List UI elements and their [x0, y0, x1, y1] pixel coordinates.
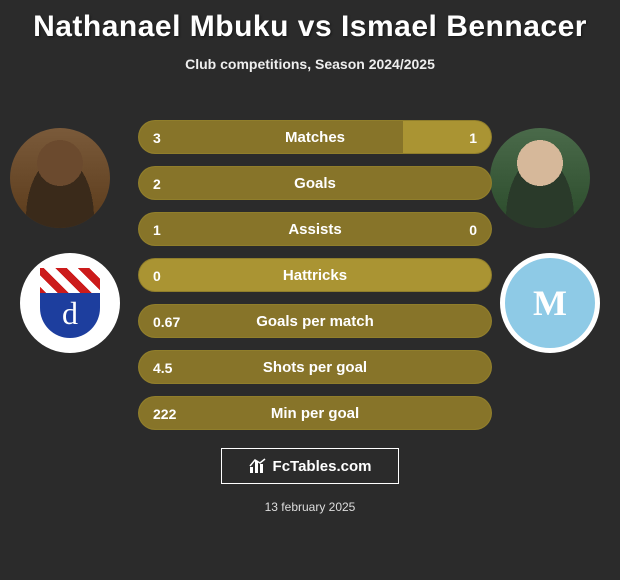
stat-row: 3 Matches 1	[138, 120, 492, 154]
stats-container: 3 Matches 1 2 Goals 1 Assists 0 0 Hattri…	[138, 120, 492, 442]
date-label: 13 february 2025	[0, 500, 620, 514]
avatar-silhouette-icon	[10, 128, 110, 228]
dinamo-shield-icon: d	[40, 268, 100, 338]
club-left-logo: d	[20, 253, 120, 353]
stat-label: Matches	[139, 121, 491, 155]
player-left-avatar	[10, 128, 110, 228]
brand-box[interactable]: FcTables.com	[221, 448, 399, 484]
page-title: Nathanael Mbuku vs Ismael Bennacer	[0, 0, 620, 44]
stat-label: Goals	[139, 167, 491, 201]
stat-label: Goals per match	[139, 305, 491, 339]
stat-row: 4.5 Shots per goal	[138, 350, 492, 384]
stat-right-value: 1	[469, 121, 477, 155]
stat-row: 1 Assists 0	[138, 212, 492, 246]
player-right-avatar	[490, 128, 590, 228]
stat-row: 222 Min per goal	[138, 396, 492, 430]
stat-right-value: 0	[469, 213, 477, 247]
stat-row: 2 Goals	[138, 166, 492, 200]
brand-label: FcTables.com	[273, 458, 372, 475]
stat-label: Hattricks	[139, 259, 491, 293]
brand-chart-icon	[249, 458, 267, 474]
stat-row: 0.67 Goals per match	[138, 304, 492, 338]
stat-label: Assists	[139, 213, 491, 247]
subtitle: Club competitions, Season 2024/2025	[0, 56, 620, 72]
club-right-logo: M	[500, 253, 600, 353]
stat-label: Shots per goal	[139, 351, 491, 385]
avatar-silhouette-icon	[490, 128, 590, 228]
om-logo-icon: M	[533, 282, 567, 324]
stat-row: 0 Hattricks	[138, 258, 492, 292]
stat-label: Min per goal	[139, 397, 491, 431]
